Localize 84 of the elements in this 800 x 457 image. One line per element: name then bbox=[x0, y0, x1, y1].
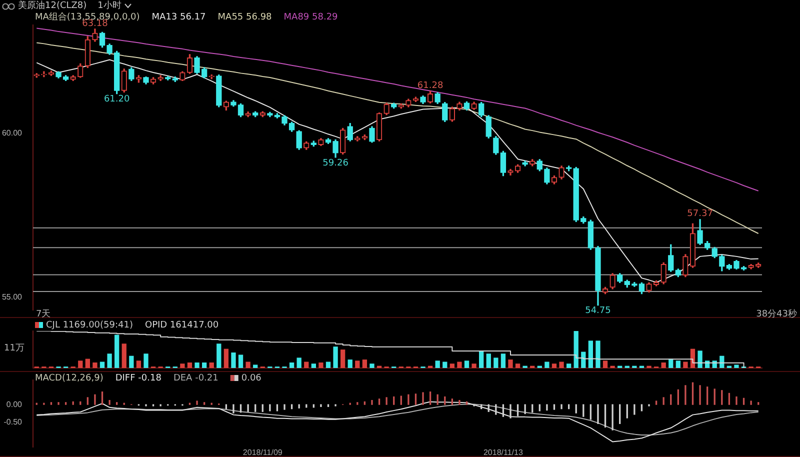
bar bbox=[457, 362, 462, 368]
bar bbox=[508, 360, 513, 368]
text: MA89 58.29 bbox=[284, 12, 338, 22]
bar bbox=[122, 344, 126, 368]
text: 11万 bbox=[4, 343, 24, 354]
bar bbox=[194, 362, 200, 368]
y-tick-label: 55.00 bbox=[2, 292, 23, 302]
bar bbox=[442, 362, 448, 368]
bar bbox=[202, 362, 207, 368]
chart-title: 美原油12(CLZ8) bbox=[18, 0, 87, 12]
bar bbox=[544, 362, 550, 368]
annotation: 54.75 bbox=[585, 306, 611, 316]
annotation: 61.20 bbox=[104, 94, 130, 105]
bar bbox=[676, 360, 680, 368]
text: MA55 56.98 bbox=[218, 12, 272, 22]
bar bbox=[100, 362, 105, 368]
bar bbox=[348, 360, 352, 368]
bar bbox=[304, 362, 309, 368]
bar bbox=[464, 360, 470, 368]
annotation: 59.26 bbox=[322, 158, 349, 168]
annotation: 7天 bbox=[36, 308, 51, 320]
text: DIFF -0.18 bbox=[115, 373, 162, 384]
bar bbox=[355, 360, 360, 368]
bar bbox=[515, 364, 520, 368]
bar bbox=[216, 344, 222, 368]
bar bbox=[136, 360, 142, 368]
series-label: OPID 161417.00 bbox=[144, 320, 219, 330]
bar bbox=[238, 354, 244, 368]
bar bbox=[180, 364, 185, 368]
bar bbox=[253, 364, 258, 368]
y-tick-label: -0.50 bbox=[4, 417, 23, 426]
bar bbox=[588, 340, 594, 368]
chart-subtitle: 1小时 bbox=[98, 0, 122, 12]
bar bbox=[246, 362, 250, 368]
bar bbox=[494, 358, 498, 368]
bar bbox=[574, 331, 578, 368]
bar bbox=[472, 364, 476, 368]
annotation: 38分43秒 bbox=[756, 308, 797, 320]
bar bbox=[370, 364, 374, 368]
bar bbox=[450, 364, 455, 368]
bar bbox=[500, 354, 506, 368]
bar bbox=[318, 362, 324, 368]
bar bbox=[114, 334, 120, 368]
bar bbox=[187, 362, 192, 368]
bar bbox=[479, 350, 484, 368]
bar bbox=[435, 360, 440, 368]
bar bbox=[209, 362, 214, 368]
bar bbox=[231, 352, 236, 368]
text: MA13 56.17 bbox=[152, 12, 206, 22]
bar bbox=[92, 362, 98, 368]
bar bbox=[362, 360, 368, 368]
bar bbox=[333, 346, 338, 368]
legend-label: CJL 1169.00(59:41) bbox=[46, 320, 133, 330]
x-tick-label: 2018/11/13 bbox=[483, 448, 524, 457]
y-tick-label: 0.00 bbox=[6, 400, 23, 409]
bar bbox=[296, 358, 302, 368]
bar bbox=[559, 362, 564, 368]
bar bbox=[340, 350, 346, 368]
bar bbox=[661, 362, 666, 368]
bar bbox=[683, 362, 688, 368]
bar bbox=[224, 348, 229, 368]
bar bbox=[129, 356, 134, 368]
bar bbox=[486, 354, 491, 368]
bar bbox=[734, 364, 739, 368]
bar bbox=[78, 360, 83, 368]
bar bbox=[289, 362, 294, 368]
candlestick bbox=[41, 71, 47, 78]
bar bbox=[144, 354, 148, 368]
annotation: 61.28 bbox=[417, 81, 444, 92]
bar bbox=[698, 350, 702, 368]
bar bbox=[326, 362, 331, 368]
bar bbox=[552, 364, 557, 368]
x-tick-label: 2018/11/09 bbox=[242, 448, 283, 457]
bar bbox=[602, 360, 608, 368]
bar bbox=[311, 364, 316, 368]
y-tick-label: 60.00 bbox=[2, 128, 23, 138]
bar bbox=[85, 358, 90, 368]
legend-title: MACD(12,26,9) bbox=[35, 373, 104, 384]
legend-label: 0.06 bbox=[241, 373, 262, 384]
text: DEA -0.21 bbox=[173, 373, 218, 384]
bar bbox=[566, 364, 572, 368]
bar bbox=[107, 354, 112, 368]
bar bbox=[596, 340, 600, 368]
annotation: 57.37 bbox=[687, 209, 713, 220]
